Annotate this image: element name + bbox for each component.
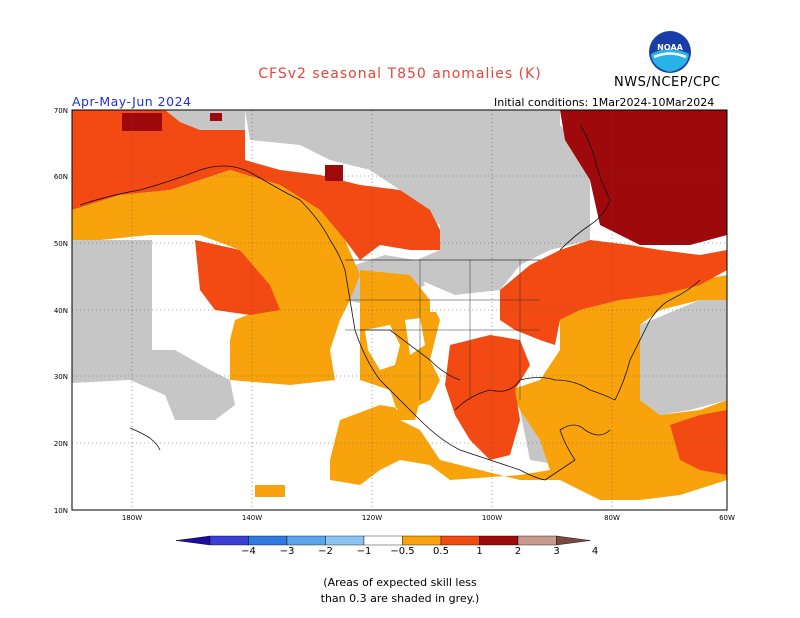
orange-red-regions <box>72 110 727 475</box>
hawaii-islands <box>129 427 161 451</box>
colorbar-label: 3 <box>553 546 560 557</box>
noaa-logo-text: NOAA <box>657 43 683 52</box>
skill-note-line1: (Areas of expected skill less <box>323 576 477 589</box>
lon-label: 80W <box>604 514 620 522</box>
colorbar-cell <box>479 535 519 546</box>
skill-note-line2: than 0.3 are shaded in grey.) <box>320 592 480 605</box>
colorbar-label: −0.5 <box>390 546 415 557</box>
grey-region <box>72 355 130 383</box>
anomaly-map: 70N 60N 50N 40N 30N 20N 10N 180W 140W 12… <box>54 107 735 522</box>
light-orange-region <box>255 485 285 497</box>
hudson-coastline <box>559 124 611 251</box>
colorbar-label: 0.5 <box>433 546 449 557</box>
light-orange-region <box>72 170 360 385</box>
longitude-labels: 180W 140W 120W 100W 80W 60W <box>122 514 735 522</box>
latitude-labels: 70N 60N 50N 40N 30N 20N 10N <box>54 107 68 515</box>
map-title: CFSv2 seasonal T850 anomalies (K) <box>258 66 542 82</box>
colorbar-label: −1 <box>356 546 372 557</box>
colorbar-label: −2 <box>318 546 333 557</box>
light-orange-region <box>330 270 727 500</box>
colorbar-cell <box>402 535 442 546</box>
neutral-region <box>430 300 445 312</box>
map-frame <box>71 109 728 511</box>
grey-region <box>130 350 235 420</box>
lon-label: 180W <box>122 514 142 522</box>
east-coastline <box>614 279 701 401</box>
dark-red-region <box>560 110 727 245</box>
dark-red-region <box>122 113 162 131</box>
orange-red-region <box>445 335 530 460</box>
central-america-coast <box>544 424 611 481</box>
agency-label: NWS/NCEP/CPC <box>614 75 721 90</box>
gulf-coastline <box>454 377 616 411</box>
light-orange-regions <box>72 170 727 500</box>
colorbar-cell <box>175 535 211 546</box>
colorbar-label: 2 <box>514 546 522 557</box>
lon-label: 100W <box>482 514 502 522</box>
colorbar-cell <box>517 535 557 546</box>
colorbar-cell <box>440 535 480 546</box>
dark-red-region <box>210 113 222 121</box>
us-mexico-border <box>360 329 461 381</box>
colorbar <box>175 535 591 546</box>
forecast-period: Apr-May-Jun 2024 <box>72 94 192 109</box>
noaa-logo: NOAA <box>649 31 691 73</box>
dark-red-region <box>325 165 343 181</box>
colorbar-cell <box>248 535 288 546</box>
skill-note: (Areas of expected skill less than 0.3 a… <box>0 575 800 607</box>
coastlines <box>79 124 701 481</box>
orange-red-region <box>195 240 280 315</box>
neutral-region <box>365 325 400 370</box>
orange-red-region <box>72 110 440 260</box>
colorbar-label: −3 <box>279 546 295 557</box>
west-coastline <box>79 165 546 481</box>
grey-region <box>160 110 245 130</box>
colorbar-cell <box>363 535 403 546</box>
lat-label: 20N <box>54 440 68 448</box>
lat-label: 50N <box>54 240 68 248</box>
colorbar-label: −4 <box>241 546 256 557</box>
colorbar-cell <box>286 535 326 546</box>
colorbar-label: 1 <box>476 546 483 557</box>
lon-label: 120W <box>362 514 382 522</box>
graticule <box>72 110 727 510</box>
lat-label: 70N <box>54 107 68 115</box>
state-borders <box>345 260 540 400</box>
colorbar-cell <box>209 535 249 546</box>
lat-label: 30N <box>54 373 68 381</box>
orange-red-region <box>500 240 727 345</box>
colorbar-cell <box>556 535 591 546</box>
colorbar-cell <box>325 535 365 546</box>
grey-region <box>640 300 727 415</box>
orange-red-region <box>670 410 727 475</box>
lon-label: 140W <box>242 514 262 522</box>
lon-label: 60W <box>719 514 735 522</box>
lat-label: 60N <box>54 173 68 181</box>
lat-label: 10N <box>54 507 68 515</box>
colorbar-label: 4 <box>591 546 599 557</box>
initial-conditions: Initial conditions: 1Mar2024-10Mar2024 <box>494 96 715 109</box>
lat-label: 40N <box>54 307 68 315</box>
